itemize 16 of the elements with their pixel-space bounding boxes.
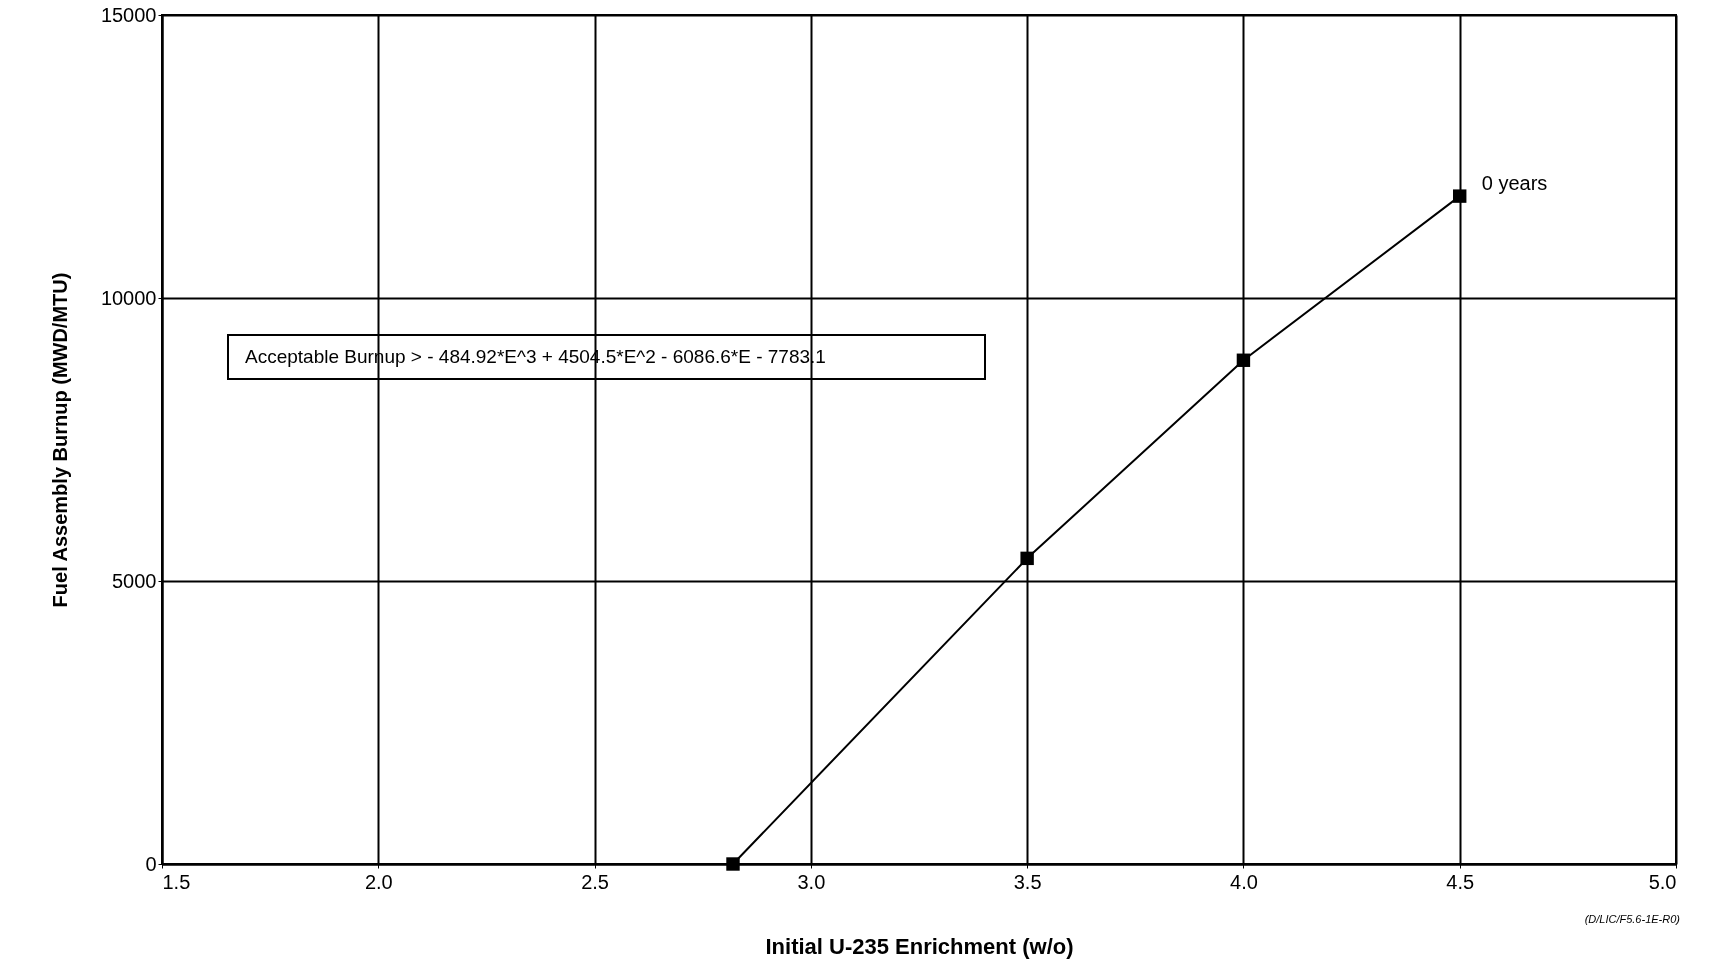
x-tick-label: 2.5 bbox=[581, 870, 609, 893]
x-tick-label: 3.0 bbox=[797, 870, 826, 893]
x-tick-label: 5.0 bbox=[1648, 870, 1677, 893]
text: (D/LIC/F5.6-1E-R0) bbox=[1584, 913, 1681, 925]
x-tick-label: 4.5 bbox=[1446, 870, 1475, 893]
x-axis-title: Initial U-235 Enrichment (w/o) bbox=[765, 933, 1074, 959]
x-tick-label: 4.0 bbox=[1230, 870, 1258, 893]
y-tick-label: 15000 bbox=[100, 3, 157, 26]
annotation: 0 years bbox=[1481, 172, 1548, 195]
x-tick-label: 2.0 bbox=[364, 870, 393, 893]
y-tick-label: 5000 bbox=[112, 569, 157, 592]
y-tick-label: 10000 bbox=[100, 286, 157, 309]
x-tick-label: 1.5 bbox=[162, 870, 191, 893]
x-tick-label: 3.5 bbox=[1013, 870, 1042, 893]
y-tick-label: 0 bbox=[145, 852, 157, 875]
y-axis-title: Fuel Assembly Burnup (MWD/MTU) bbox=[48, 272, 71, 608]
